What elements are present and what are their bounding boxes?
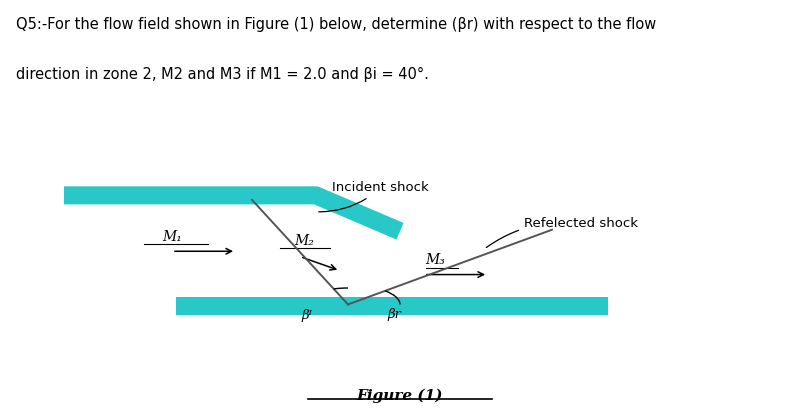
Text: Refelected shock: Refelected shock xyxy=(486,217,638,247)
Text: M₃: M₃ xyxy=(426,253,446,267)
Text: Figure (1): Figure (1) xyxy=(357,389,443,403)
Text: direction in zone 2, M2 and M3 if M1 = 2.0 and βi = 40°.: direction in zone 2, M2 and M3 if M1 = 2… xyxy=(16,67,429,83)
Text: Q5:-For the flow field shown in Figure (1) below, determine (βr) with respect to: Q5:-For the flow field shown in Figure (… xyxy=(16,17,656,32)
Text: βᴵ: βᴵ xyxy=(301,309,312,322)
Text: βr: βr xyxy=(387,308,402,320)
Text: Incident shock: Incident shock xyxy=(318,181,429,212)
Text: M₁: M₁ xyxy=(162,230,182,244)
Text: M₂: M₂ xyxy=(294,234,314,248)
